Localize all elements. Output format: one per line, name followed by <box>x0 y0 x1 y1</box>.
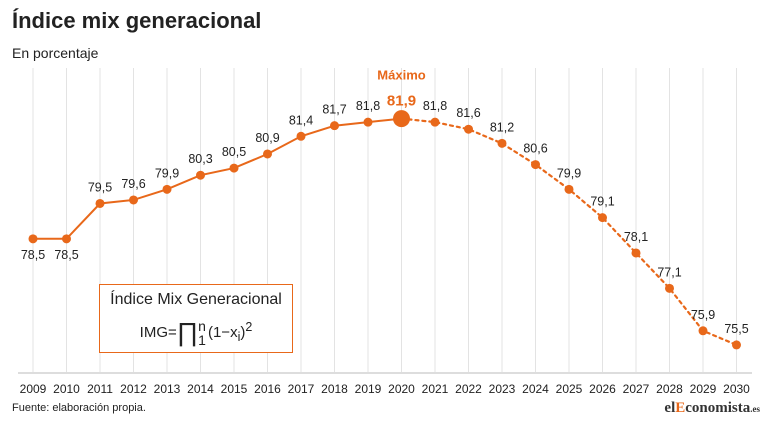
source-note: Fuente: elaboración propia. <box>12 402 146 414</box>
data-label: 78,5 <box>54 248 78 262</box>
x-tick-label: 2013 <box>154 382 181 396</box>
data-label: 80,9 <box>255 131 279 145</box>
data-label: 79,6 <box>121 177 145 191</box>
formula-lhs: IMG= <box>139 324 177 341</box>
data-point <box>363 117 373 127</box>
data-label: 80,3 <box>188 152 212 166</box>
data-label: 78,5 <box>21 248 45 262</box>
data-label: 81,6 <box>456 106 480 120</box>
x-tick-label: 2027 <box>623 382 650 396</box>
formula-exponent: 2 <box>245 320 253 334</box>
formula-subscript: i <box>237 330 241 344</box>
x-tick-label: 2017 <box>288 382 315 396</box>
data-point <box>263 149 272 159</box>
x-tick-label: 2014 <box>187 382 214 396</box>
data-point <box>531 160 540 170</box>
chart-subtitle: En porcentaje <box>12 45 99 61</box>
x-tick-label: 2026 <box>589 382 616 396</box>
formula-body: (1−x <box>207 324 238 341</box>
product-symbol: ∏ <box>176 317 199 347</box>
x-tick-label: 2022 <box>455 382 482 396</box>
data-point <box>296 131 306 141</box>
max-point <box>393 110 410 128</box>
data-label: 80,5 <box>222 145 246 159</box>
data-point <box>598 213 607 223</box>
data-point <box>196 170 205 180</box>
formula-title: Índice Mix Generacional <box>110 291 282 308</box>
data-point <box>330 121 339 131</box>
data-point <box>430 117 440 127</box>
max-annotation: Máximo <box>377 68 425 83</box>
x-tick-label: 2030 <box>723 382 750 396</box>
data-label: 81,4 <box>289 113 313 127</box>
x-tick-label: 2015 <box>221 382 248 396</box>
data-point <box>564 184 574 194</box>
data-point <box>631 248 641 258</box>
x-tick-label: 2019 <box>355 382 382 396</box>
data-point <box>129 195 138 205</box>
series-line-historic <box>33 117 402 240</box>
data-point <box>28 234 38 244</box>
x-tick-label: 2029 <box>690 382 717 396</box>
x-tick-label: 2009 <box>20 382 47 396</box>
chart-title: Índice mix generacional <box>12 8 262 33</box>
formula: IMG=∏ n 1 (1−xi)2 <box>100 317 292 348</box>
x-tick-label: 2025 <box>556 382 583 396</box>
x-tick-label: 2010 <box>53 382 80 396</box>
x-tick-label: 2020 <box>388 382 415 396</box>
data-point <box>732 340 741 350</box>
formula-box: Índice Mix Generacional IMG=∏ n 1 (1−xi)2 <box>99 284 293 353</box>
data-point <box>665 283 674 293</box>
data-point <box>497 138 507 148</box>
x-tick-label: 2028 <box>656 382 683 396</box>
publisher-logo: elEconomista.es <box>664 400 760 416</box>
data-label: 75,5 <box>724 322 748 336</box>
x-tick-label: 2023 <box>489 382 516 396</box>
data-label: 81,2 <box>490 120 514 134</box>
x-tick-label: 2016 <box>254 382 281 396</box>
data-point <box>162 184 172 194</box>
data-label: 81,8 <box>356 99 380 113</box>
data-label: 75,9 <box>691 308 715 322</box>
max-value-label: 81,9 <box>387 93 416 110</box>
data-point <box>464 124 473 134</box>
data-label: 79,9 <box>557 166 581 180</box>
data-label: 80,6 <box>523 142 547 156</box>
data-label: 77,1 <box>657 265 681 279</box>
x-tick-label: 2011 <box>87 382 113 396</box>
product-upper: n <box>198 318 206 335</box>
formula-close: ) <box>240 324 246 341</box>
data-point <box>698 326 708 336</box>
x-tick-label: 2021 <box>422 382 449 396</box>
data-label: 81,8 <box>423 99 447 113</box>
data-label: 78,1 <box>624 230 648 244</box>
x-tick-label: 2024 <box>522 382 549 396</box>
product-lower: 1 <box>198 332 206 349</box>
x-tick-label: 2018 <box>321 382 348 396</box>
x-tick-label: 2012 <box>120 382 147 396</box>
data-label: 79,1 <box>590 195 614 209</box>
data-point <box>95 198 105 208</box>
data-label: 81,7 <box>322 103 346 117</box>
data-point <box>229 163 239 173</box>
data-label: 79,5 <box>88 180 112 194</box>
data-label: 79,9 <box>155 166 179 180</box>
data-point <box>62 234 71 244</box>
